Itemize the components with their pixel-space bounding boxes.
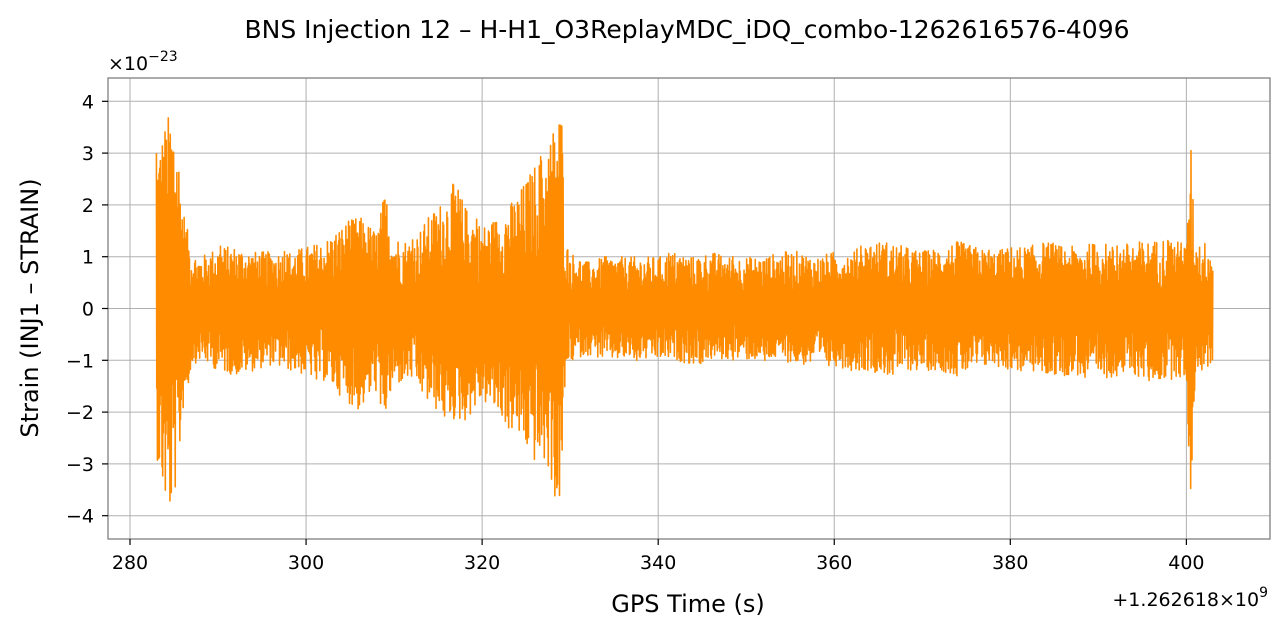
y-tick-label: −3 [66, 454, 94, 476]
y-axis-multiplier: ×10−23 [108, 49, 178, 75]
y-axis-label: Strain (INJ1 – STRAIN) [16, 178, 44, 437]
y-tick-label: −1 [66, 350, 94, 372]
x-axis-label: GPS Time (s) [611, 590, 765, 618]
y-tick-label: 4 [82, 91, 94, 113]
y-tick-label: 1 [82, 247, 94, 269]
chart-title: BNS Injection 12 – H-H1_O3ReplayMDC_iDQ_… [244, 15, 1129, 44]
axis-ticks: 280 300 320 340 360 380 400 −4 −3 −2 −1 0 1 2 3 4 [66, 91, 1205, 574]
series-line [155, 117, 1214, 502]
x-tick-label: 280 [112, 552, 148, 574]
x-tick-label: 380 [992, 552, 1028, 574]
y-tick-label: 3 [82, 143, 94, 165]
y-tick-label: 0 [82, 299, 94, 321]
x-axis-offset: +1.262618×109 [1112, 585, 1268, 611]
x-tick-label: 300 [288, 552, 324, 574]
x-tick-label: 360 [816, 552, 852, 574]
y-tick-label: −4 [66, 506, 94, 528]
x-tick-label: 320 [464, 552, 500, 574]
x-tick-label: 340 [640, 552, 676, 574]
y-tick-label: −2 [66, 402, 94, 424]
y-tick-label: 2 [82, 195, 94, 217]
series-layer [155, 117, 1214, 502]
x-tick-label: 400 [1168, 552, 1204, 574]
